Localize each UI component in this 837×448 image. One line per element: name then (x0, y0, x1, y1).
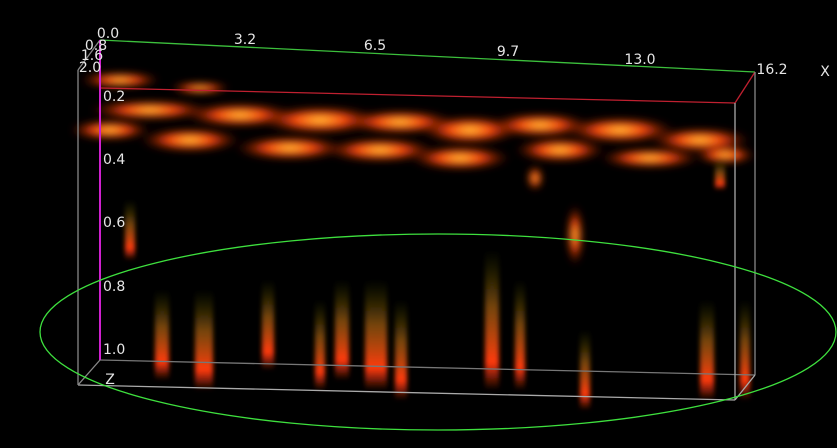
z-tick-label: 0.6 (103, 215, 125, 231)
x-tick-label: 6.5 (364, 38, 386, 54)
z-tick-label: 0.8 (103, 279, 125, 295)
z-axis-label: Z (105, 372, 115, 388)
x-axis-label: X (820, 64, 830, 80)
volume-view: 0.0 3.2 6.5 9.7 13.0 16.2 X 0.8 1.6 2.0 … (0, 0, 837, 448)
z-tick-label: 0.2 (103, 89, 125, 105)
z-tick-label: 0.4 (103, 152, 125, 168)
z-tick-label: 1.0 (103, 342, 125, 358)
x-tick-label: 9.7 (497, 44, 519, 60)
x-tick-label: 13.0 (624, 52, 655, 68)
x-tick-label: 3.2 (234, 32, 256, 48)
x-tick-label: 16.2 (756, 62, 787, 78)
y-tick-label: 2.0 (79, 60, 101, 76)
